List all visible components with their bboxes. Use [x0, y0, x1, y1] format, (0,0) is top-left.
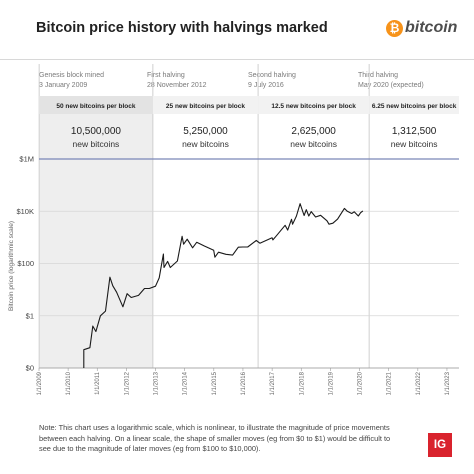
- x-tick-label: 1/1/2022: [416, 371, 422, 395]
- era-box-header-bg: [152, 96, 259, 114]
- era-date: May 2020 (expected): [358, 82, 424, 89]
- x-tick-label: 1/1/2018: [299, 371, 305, 395]
- era-header-second-halving: Second halving 9 July 2016: [248, 71, 296, 91]
- era-amount: 5,250,000: [183, 126, 228, 137]
- era-header-genesis: Genesis block mined 3 January 2009: [39, 71, 104, 91]
- x-tick-label: 1/1/2015: [212, 371, 218, 395]
- era-date: 28 November 2012: [147, 82, 207, 89]
- x-tick-label: 1/1/2012: [124, 371, 130, 395]
- era-header-first-halving: First halving 28 November 2012: [147, 71, 207, 91]
- era-unit: new bitcoins: [182, 139, 229, 149]
- header-divider: [0, 59, 474, 60]
- bitcoin-logo: ₿ bitcoin: [386, 17, 457, 39]
- era-box-header-bg: [39, 96, 153, 114]
- era-box-header-bg: [369, 96, 459, 114]
- era-shade-genesis: [39, 96, 153, 368]
- era-header-third-halving: Third halving May 2020 (expected): [358, 71, 424, 91]
- era-label: Third halving: [358, 72, 399, 79]
- era-unit: new bitcoins: [73, 139, 120, 149]
- era-date: 9 July 2016: [248, 82, 284, 89]
- chart-title: Bitcoin price history with halvings mark…: [36, 20, 328, 36]
- era-date: 3 January 2009: [39, 82, 88, 89]
- y-tick-label: $100: [17, 259, 34, 268]
- x-tick-label: 1/1/2019: [328, 371, 334, 395]
- x-tick-label: 1/1/2011: [95, 371, 101, 395]
- era-label: Genesis block mined: [39, 72, 104, 79]
- x-tick-label: 1/1/2017: [270, 371, 276, 395]
- chart-note: Note: This chart uses a logarithmic scal…: [39, 423, 391, 453]
- era-amount: 10,500,000: [71, 126, 121, 137]
- era-reward: 50 new bitcoins per block: [56, 103, 135, 110]
- x-tick-label: 1/1/2009: [37, 371, 43, 395]
- x-tick-label: 1/1/2021: [387, 371, 393, 395]
- era-label: Second halving: [248, 72, 296, 79]
- x-tick-label: 1/1/2023: [445, 371, 451, 395]
- x-tick-label: 1/1/2020: [358, 371, 364, 395]
- era-unit: new bitcoins: [290, 139, 337, 149]
- y-tick-label: $10K: [16, 207, 34, 216]
- y-tick-label: $1: [26, 311, 34, 320]
- ig-logo: IG: [428, 433, 452, 457]
- x-tick-label: 1/1/2014: [183, 371, 189, 395]
- y-tick-label: $0: [26, 364, 34, 373]
- bitcoin-coin-icon: ₿: [386, 19, 403, 37]
- x-tick-label: 1/1/2010: [66, 371, 72, 395]
- era-amount: 2,625,000: [291, 126, 336, 137]
- bitcoin-wordmark: bitcoin: [405, 19, 458, 36]
- era-amount: 1,312,500: [392, 126, 437, 137]
- x-tick-label: 1/1/2013: [154, 371, 160, 395]
- x-tick-label: 1/1/2016: [241, 371, 247, 395]
- era-reward: 25 new bitcoins per block: [166, 103, 245, 110]
- era-label: First halving: [147, 72, 185, 79]
- y-axis-label: Bitcoin price (logarithmic scale): [8, 221, 15, 311]
- era-box-header-bg: [258, 96, 370, 114]
- era-reward: 12.5 new bitcoins per block: [271, 103, 356, 110]
- price-line: [83, 203, 364, 368]
- era-unit: new bitcoins: [391, 139, 438, 149]
- y-tick-label: $1M: [19, 155, 34, 164]
- era-reward: 6.25 new bitcoins per block: [372, 103, 457, 110]
